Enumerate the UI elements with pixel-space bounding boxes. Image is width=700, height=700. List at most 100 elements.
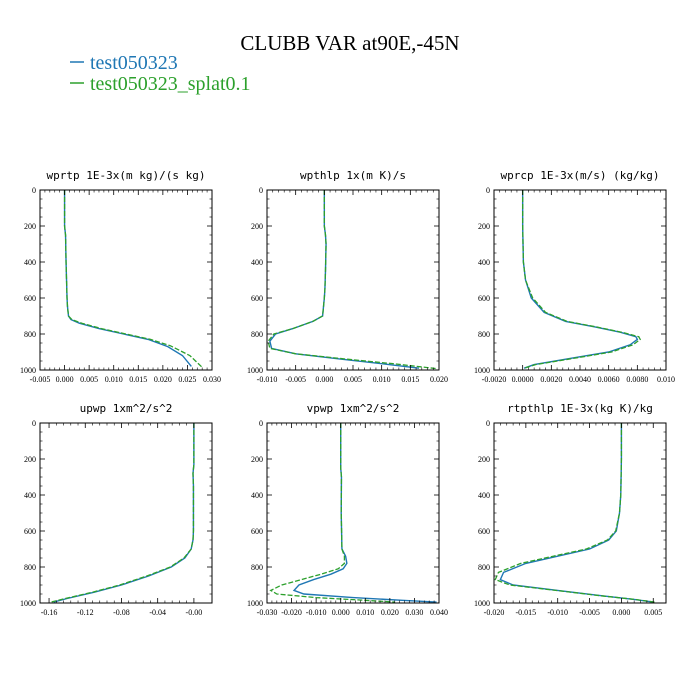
x-tick-label: -0.12	[77, 608, 94, 617]
x-tick-label: 0.010	[657, 375, 675, 384]
x-tick-label: -0.005	[30, 375, 51, 384]
x-tick-label: 0.000	[332, 608, 350, 617]
x-tick-label: 0.020	[430, 375, 448, 384]
x-tick-label: -0.020	[281, 608, 302, 617]
x-tick-label: -0.015	[516, 608, 537, 617]
y-tick-label: 200	[24, 222, 36, 231]
panel-6: rtpthlp 1E-3x(kg K)/kg -0.020 -0.015 -0.010…	[474, 402, 667, 617]
panel-3: wprcp 1E-3x(m/s) (kg/kg) -0.0020 0.0000 0.0…	[474, 169, 675, 384]
series-line-1	[63, 190, 192, 367]
panel-title: vpwp 1xm^2/s^2	[307, 402, 400, 415]
y-tick-label: 200	[251, 455, 263, 464]
x-tick-label: 0.000	[56, 375, 74, 384]
y-tick-label: 600	[478, 294, 490, 303]
legend-label-2: test050323_splat0.1	[90, 73, 251, 95]
y-tick-label: 600	[24, 527, 36, 536]
x-tick-label: 0.010	[356, 608, 374, 617]
series-line-2	[267, 190, 437, 370]
panel-title: wpthlp 1x(m K)/s	[300, 169, 406, 182]
plot-frame	[266, 189, 440, 371]
y-tick-label: 200	[24, 455, 36, 464]
y-tick-label: 1000	[474, 366, 490, 375]
y-tick-label: 1000	[20, 599, 36, 608]
panel-title: rtpthlp 1E-3x(kg K)/kg	[507, 402, 653, 415]
x-tick-label: 0.025	[178, 375, 196, 384]
y-tick-label: 400	[24, 258, 36, 267]
series-line-1	[521, 190, 639, 369]
y-tick-label: 0	[486, 419, 490, 428]
x-tick-label: 0.0060	[598, 375, 620, 384]
series-line-1	[53, 423, 195, 603]
panels: wprtp 1E-3x(m kg)/(s kg) -0.005 0.000 0.005…	[20, 169, 675, 617]
y-tick-label: 0	[32, 186, 36, 195]
legend-entry-2: test050323_splat0.1	[70, 73, 251, 95]
panel-title: wprcp 1E-3x(m/s) (kg/kg)	[501, 169, 660, 182]
panel-4: upwp 1xm^2/s^2 -0.16 -0.12 -0.08 -0.04 -0.00 0…	[20, 402, 213, 617]
y-tick-label: 400	[251, 491, 263, 500]
x-tick-label: -0.005	[285, 375, 306, 384]
y-tick-label: 800	[24, 563, 36, 572]
y-tick-label: 800	[251, 563, 263, 572]
panel-2: wpthlp 1x(m K)/s -0.010 -0.005 0.000 0.005 0.…	[247, 169, 448, 384]
x-tick-label: 0.015	[401, 375, 419, 384]
x-tick-label: -0.0020	[482, 375, 507, 384]
y-tick-label: 1000	[247, 366, 263, 375]
x-tick-label: -0.010	[306, 608, 327, 617]
figure-title: CLUBB VAR at90E,-45N	[240, 31, 459, 55]
x-tick-label: -0.16	[41, 608, 58, 617]
y-tick-label: 0	[32, 419, 36, 428]
x-tick-label: 0.000	[315, 375, 333, 384]
panel-title: wprtp 1E-3x(m kg)/(s kg)	[47, 169, 206, 182]
plot-frame	[266, 422, 440, 604]
x-tick-label: -0.010	[547, 608, 568, 617]
series-line-2	[269, 423, 395, 603]
plot-frame	[493, 422, 667, 604]
x-tick-label: 0.000	[612, 608, 630, 617]
x-tick-label: 0.030	[203, 375, 221, 384]
y-tick-label: 600	[478, 527, 490, 536]
panel-title: upwp 1xm^2/s^2	[80, 402, 173, 415]
x-tick-label: 0.005	[644, 608, 662, 617]
plot-frame	[39, 422, 213, 604]
y-tick-label: 200	[478, 222, 490, 231]
y-tick-label: 200	[251, 222, 263, 231]
y-tick-label: 600	[251, 527, 263, 536]
x-tick-label: 0.015	[129, 375, 147, 384]
legend: test050323 test050323_splat0.1	[70, 52, 251, 95]
x-tick-label: 0.0020	[540, 375, 562, 384]
x-tick-label: 0.010	[105, 375, 123, 384]
y-tick-label: 800	[478, 330, 490, 339]
y-tick-label: 800	[24, 330, 36, 339]
panel-1: wprtp 1E-3x(m kg)/(s kg) -0.005 0.000 0.005…	[20, 169, 221, 384]
y-tick-label: 200	[478, 455, 490, 464]
series-line-2	[63, 190, 203, 368]
series-line-2	[522, 190, 642, 369]
y-tick-label: 600	[24, 294, 36, 303]
x-tick-label: -0.00	[186, 608, 203, 617]
x-tick-label: 0.0040	[569, 375, 591, 384]
x-tick-label: 0.020	[381, 608, 399, 617]
y-tick-label: 1000	[247, 599, 263, 608]
series-line-2	[494, 423, 655, 603]
x-tick-label: 0.0000	[512, 375, 534, 384]
y-tick-label: 600	[251, 294, 263, 303]
x-tick-label: -0.010	[257, 375, 278, 384]
y-tick-label: 800	[251, 330, 263, 339]
x-tick-label: -0.08	[113, 608, 130, 617]
y-tick-label: 400	[478, 491, 490, 500]
legend-label-1: test050323	[90, 52, 178, 74]
y-tick-label: 0	[486, 186, 490, 195]
x-tick-label: 0.040	[430, 608, 448, 617]
y-tick-label: 0	[259, 186, 263, 195]
x-tick-label: -0.04	[149, 608, 166, 617]
y-tick-label: 1000	[474, 599, 490, 608]
y-tick-label: 400	[478, 258, 490, 267]
y-tick-label: 1000	[20, 366, 36, 375]
legend-entry-1: test050323	[70, 52, 178, 74]
x-tick-label: 0.005	[80, 375, 98, 384]
plot-frame	[39, 189, 213, 371]
series-line-1	[269, 190, 420, 369]
series-line-2	[50, 423, 195, 603]
y-tick-label: 400	[24, 491, 36, 500]
plot-frame	[493, 189, 667, 371]
